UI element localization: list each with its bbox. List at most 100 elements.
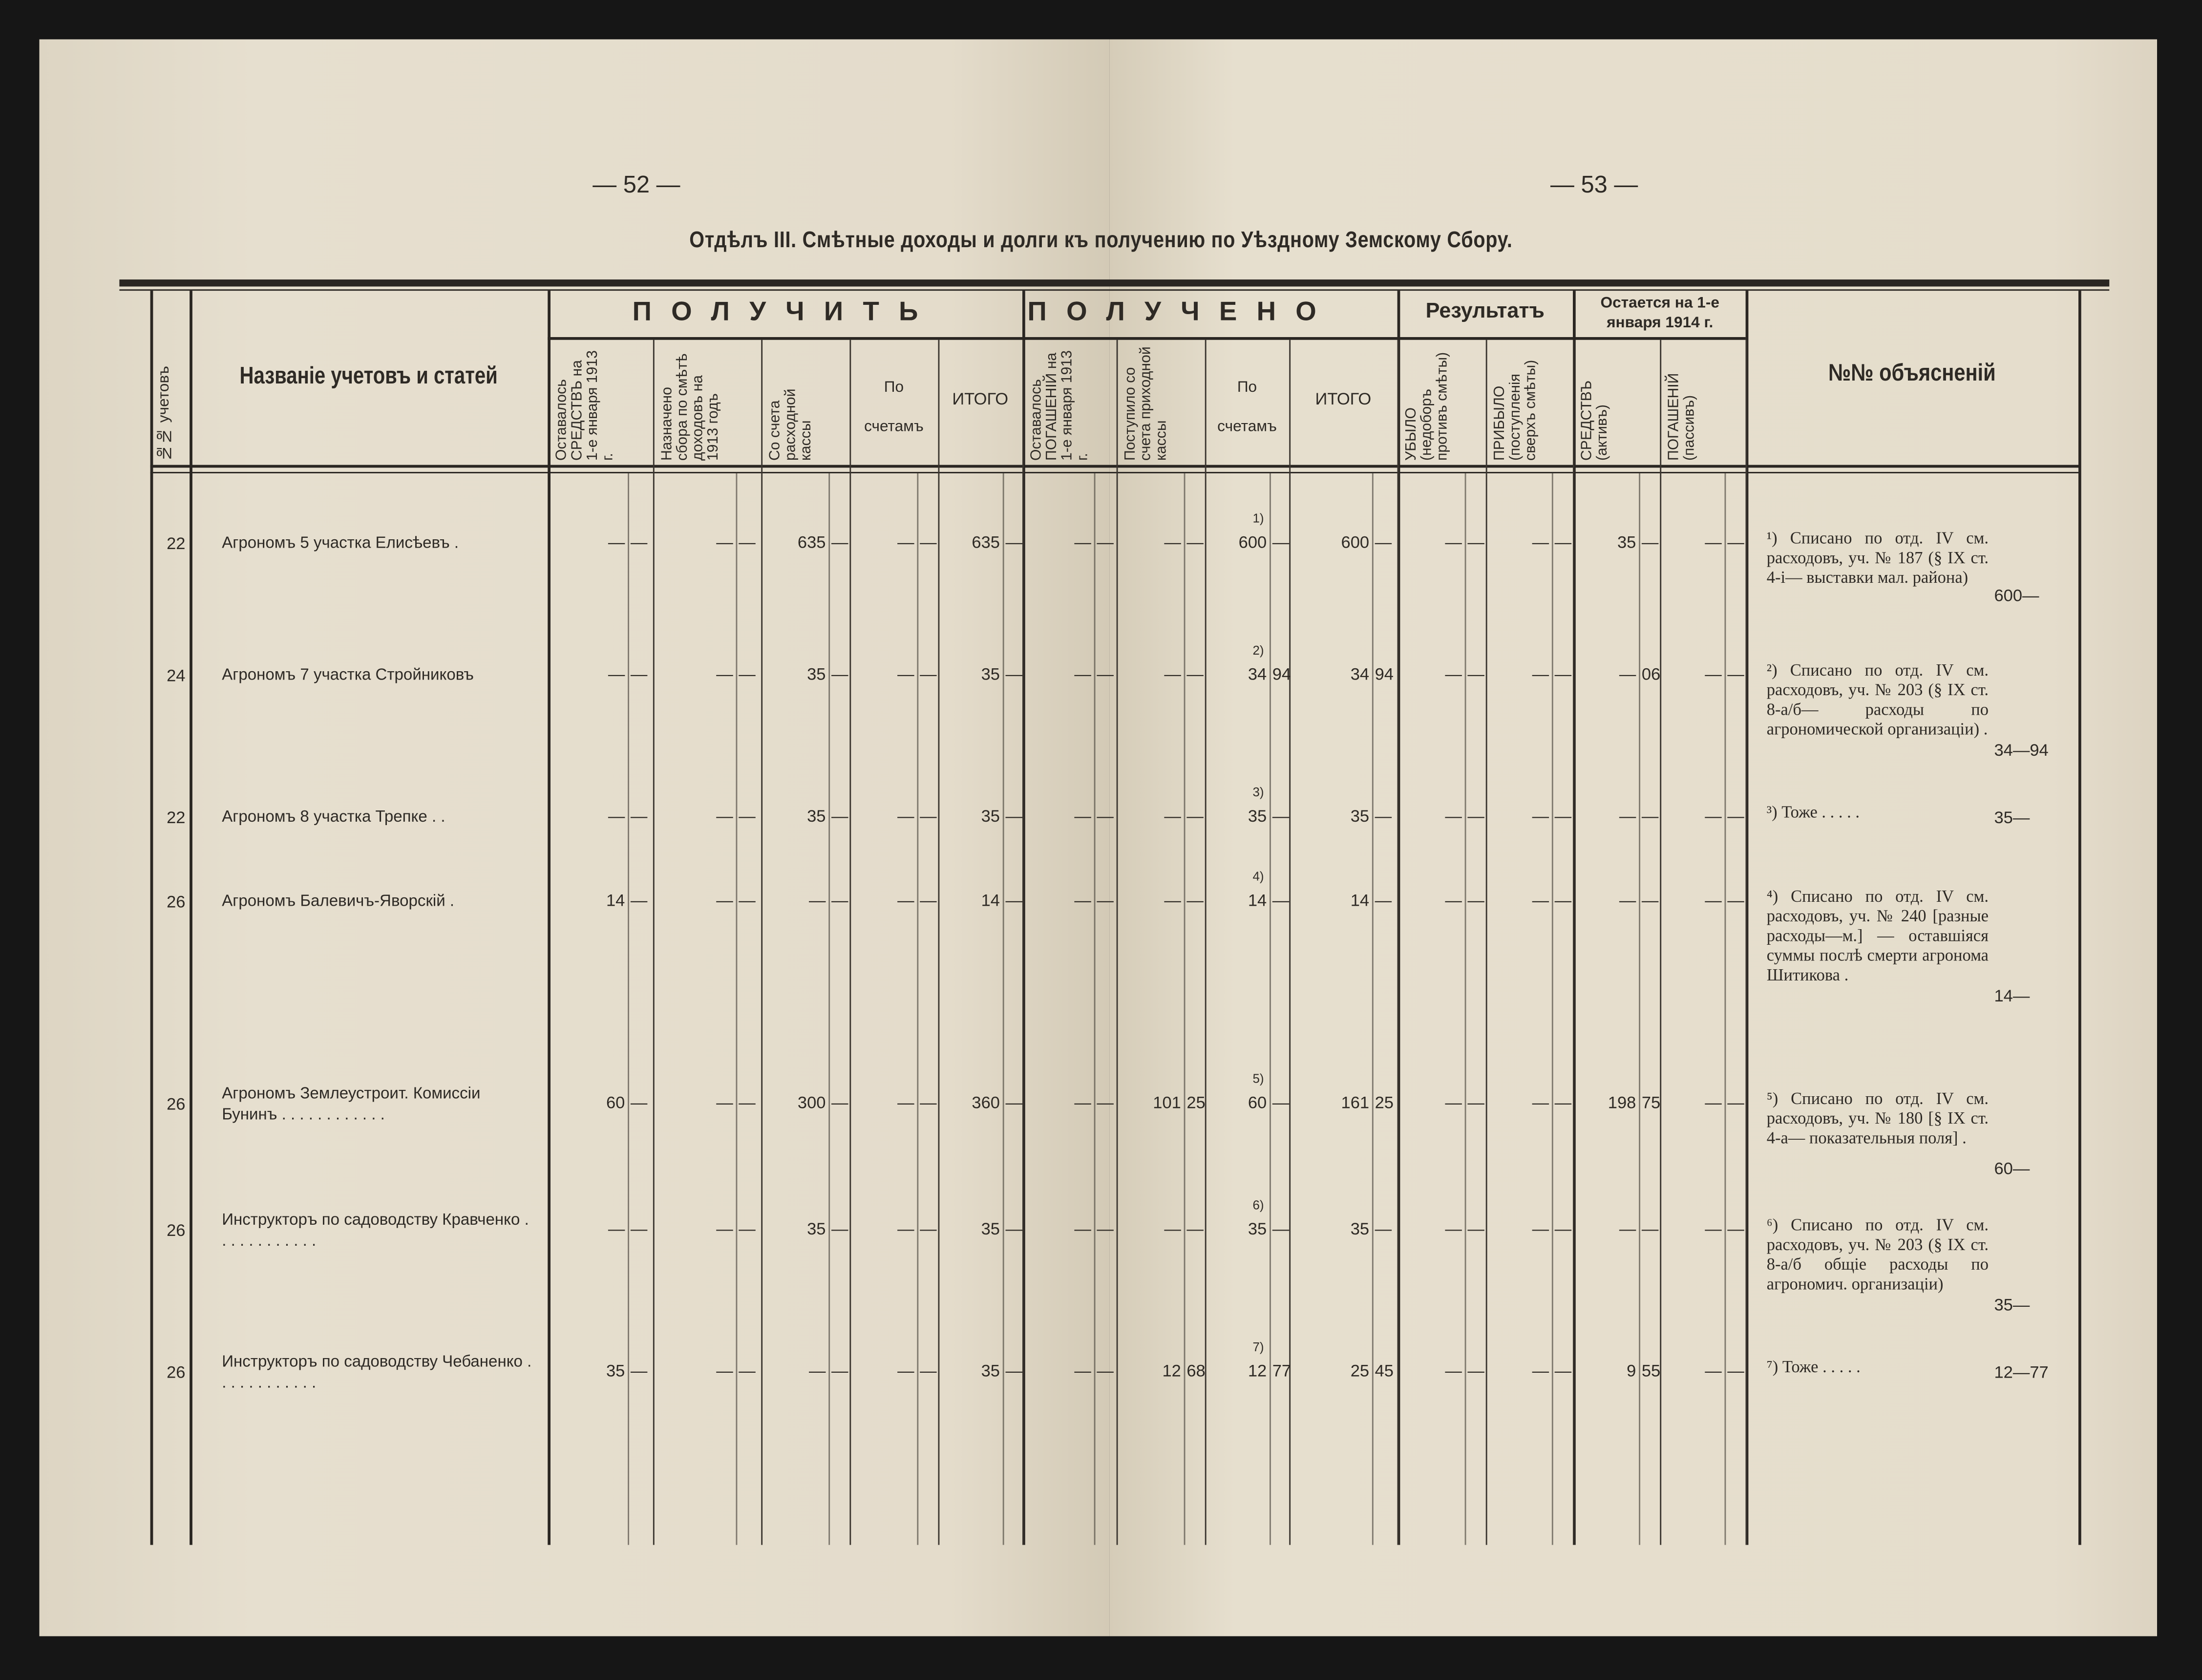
amount-kopecks: — bbox=[1097, 1361, 1114, 1381]
header-group-remain: Остается на 1-е января 1914 г. bbox=[1600, 295, 1719, 332]
amount-kopecks: — bbox=[1375, 890, 1392, 910]
amount-kopecks: — bbox=[630, 664, 648, 684]
amount-kopecks: — bbox=[1186, 890, 1204, 910]
amount-kopecks: 75 bbox=[1641, 1092, 1661, 1112]
amount-kopecks: 06 bbox=[1641, 664, 1661, 684]
amount-kopecks: — bbox=[1097, 532, 1114, 552]
amount-kopecks: — bbox=[739, 1219, 756, 1239]
explanation-amount: 35— bbox=[1994, 808, 2030, 828]
amount-kopecks: — bbox=[630, 1092, 648, 1112]
amount-kopecks: — bbox=[1097, 1219, 1114, 1239]
amount-kopecks: — bbox=[1641, 1219, 1659, 1239]
amount-kopecks: — bbox=[630, 890, 648, 910]
amount-rubles: 101 bbox=[1153, 1092, 1181, 1112]
subcolumn-divider bbox=[1289, 340, 1291, 1545]
amount-rubles: — bbox=[1532, 664, 1549, 684]
amount-kopecks: — bbox=[1005, 1219, 1023, 1239]
amount-rubles: — bbox=[1619, 664, 1636, 684]
amount-kopecks: — bbox=[1554, 1219, 1572, 1239]
row-name: Агрономъ 8 участка Трепке . . bbox=[222, 809, 445, 826]
amount-rubles: — bbox=[1705, 1092, 1722, 1112]
amount-rubles: 9 bbox=[1627, 1361, 1636, 1381]
amount-kopecks: — bbox=[630, 806, 648, 826]
amount-rubles: — bbox=[897, 664, 914, 684]
amount-kopecks: — bbox=[1727, 532, 1744, 552]
amount-kopecks: — bbox=[1186, 532, 1204, 552]
section-title: Отдѣлъ III. Смѣтные доходы и долги къ по… bbox=[689, 229, 1513, 253]
amount-rubles: — bbox=[716, 1219, 733, 1239]
subcolumn-divider bbox=[1205, 340, 1207, 1545]
amount-rubles: 25 bbox=[1350, 1361, 1370, 1381]
amount-kopecks: — bbox=[1467, 664, 1484, 684]
amount-kopecks: — bbox=[1727, 806, 1744, 826]
subcolumn-divider bbox=[1573, 340, 1574, 1545]
amount-kopecks: — bbox=[1097, 806, 1114, 826]
row-number: 26 bbox=[167, 1094, 186, 1114]
footnote-marker: 5) bbox=[1252, 1071, 1264, 1086]
amount-rubles: 300 bbox=[797, 1092, 826, 1112]
header-subcolumn: Со счета расходной кассы bbox=[766, 388, 815, 461]
amount-kopecks: — bbox=[1727, 1219, 1744, 1239]
amount-kopecks: — bbox=[1375, 1219, 1392, 1239]
amount-kopecks: — bbox=[920, 890, 937, 910]
amount-rubles: — bbox=[1074, 664, 1091, 684]
amount-rubles: 360 bbox=[972, 1092, 1000, 1112]
amount-kopecks: 94 bbox=[1272, 664, 1292, 684]
amount-kopecks: 45 bbox=[1375, 1361, 1394, 1381]
amount-kopecks: — bbox=[1467, 1092, 1484, 1112]
header-name-col: Названіе учетовъ и статей bbox=[239, 362, 498, 389]
amount-kopecks: — bbox=[1186, 664, 1204, 684]
amount-rubles: — bbox=[1705, 890, 1722, 910]
header-notes-col: №№ объясненій bbox=[1828, 360, 1996, 386]
amount-rubles: — bbox=[716, 806, 733, 826]
amount-rubles: — bbox=[809, 1361, 826, 1381]
amount-kopecks: — bbox=[1554, 1092, 1572, 1112]
header-subcolumn: Назначено сбора по смѣтѣ доходовъ на 191… bbox=[658, 353, 722, 461]
amount-kopecks: — bbox=[1641, 532, 1659, 552]
row-name: Инструкторъ по садоводству Чебаненко . .… bbox=[222, 1354, 532, 1392]
table-top-rule-thin bbox=[119, 289, 2110, 291]
amount-rubles: 198 bbox=[1608, 1092, 1636, 1112]
amount-rubles: 35 bbox=[1248, 806, 1267, 826]
amount-rubles: — bbox=[1164, 806, 1181, 826]
amount-kopecks: — bbox=[1375, 532, 1392, 552]
footnote-marker: 4) bbox=[1252, 869, 1264, 884]
amount-kopecks: — bbox=[1005, 806, 1023, 826]
subcolumn-divider bbox=[653, 340, 655, 1545]
amount-rubles: — bbox=[1705, 664, 1722, 684]
amount-rubles: — bbox=[1705, 532, 1722, 552]
header-group-receive: ПОЛУЧИТЬ bbox=[632, 298, 938, 327]
kopeck-divider bbox=[1464, 473, 1466, 1545]
amount-kopecks: — bbox=[1186, 1219, 1204, 1239]
table-top-rule bbox=[119, 279, 2110, 287]
explanation-note: ⁶) Списано по отд. IV см. расходовъ, уч.… bbox=[1766, 1214, 1989, 1294]
row-number: 26 bbox=[167, 1220, 186, 1240]
amount-kopecks: — bbox=[1727, 1092, 1744, 1112]
amount-rubles: 12 bbox=[1248, 1361, 1267, 1381]
kopeck-divider bbox=[1639, 473, 1640, 1545]
explanation-amount: 14— bbox=[1994, 986, 2030, 1006]
amount-rubles: 600 bbox=[1341, 532, 1370, 552]
amount-rubles: 35 bbox=[981, 806, 1000, 826]
subcolumn-divider bbox=[1745, 340, 1747, 1545]
header-subcolumn: ПРИБЫЛО (поступленія сверхъ смѣты) bbox=[1491, 360, 1539, 461]
amount-kopecks: — bbox=[1554, 1361, 1572, 1381]
amount-kopecks: — bbox=[1097, 664, 1114, 684]
amount-kopecks: — bbox=[831, 1219, 848, 1239]
explanation-note: ⁷) Тоже . . . . . bbox=[1766, 1357, 1861, 1377]
amount-kopecks: — bbox=[1727, 890, 1744, 910]
amount-rubles: — bbox=[1619, 890, 1636, 910]
amount-rubles: 60 bbox=[1248, 1092, 1267, 1112]
amount-kopecks: — bbox=[1467, 1219, 1484, 1239]
amount-kopecks: — bbox=[1005, 532, 1023, 552]
amount-kopecks: — bbox=[1272, 1219, 1290, 1239]
amount-rubles: — bbox=[1705, 806, 1722, 826]
amount-rubles: — bbox=[1445, 664, 1462, 684]
explanation-note: ¹) Списано по отд. IV см. расходовъ, уч.… bbox=[1766, 528, 1989, 587]
amount-kopecks: 25 bbox=[1375, 1092, 1394, 1112]
amount-kopecks: — bbox=[1272, 1092, 1290, 1112]
amount-rubles: — bbox=[1074, 806, 1091, 826]
amount-rubles: — bbox=[897, 1219, 914, 1239]
amount-kopecks: — bbox=[920, 532, 937, 552]
amount-kopecks: — bbox=[1186, 806, 1204, 826]
